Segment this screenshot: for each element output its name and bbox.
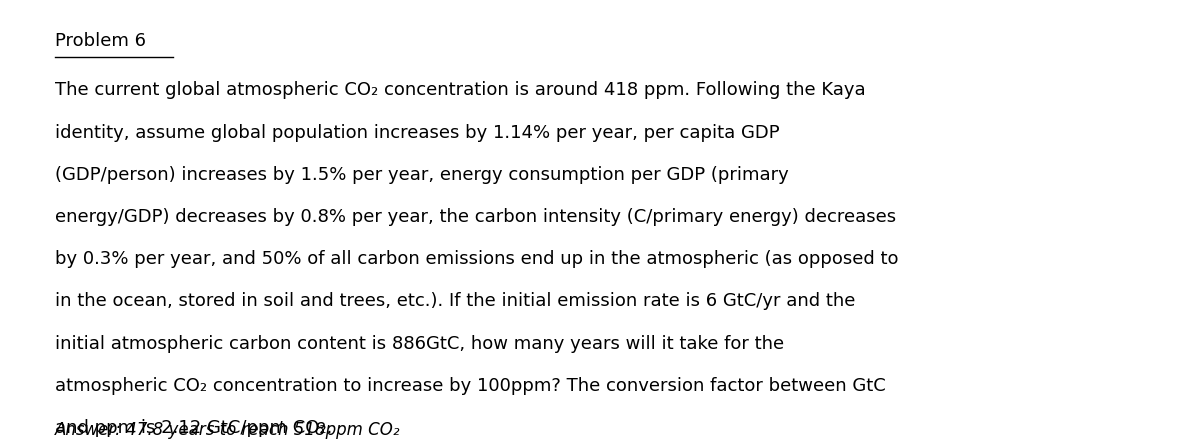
- Text: initial atmospheric carbon content is 886GtC, how many years will it take for th: initial atmospheric carbon content is 88…: [55, 334, 785, 353]
- Text: (GDP/person) increases by 1.5% per year, energy consumption per GDP (primary: (GDP/person) increases by 1.5% per year,…: [55, 166, 790, 184]
- Text: Problem 6: Problem 6: [55, 33, 146, 51]
- Text: The current global atmospheric CO₂ concentration is around 418 ppm. Following th: The current global atmospheric CO₂ conce…: [55, 81, 866, 99]
- Text: in the ocean, stored in soil and trees, etc.). If the initial emission rate is 6: in the ocean, stored in soil and trees, …: [55, 292, 856, 310]
- Text: Answer: 47.8 years to reach 518ppm CO₂: Answer: 47.8 years to reach 518ppm CO₂: [55, 421, 401, 439]
- Text: and ppm is 2.12 GtC/ppm CO₂.: and ppm is 2.12 GtC/ppm CO₂.: [55, 419, 332, 437]
- Text: identity, assume global population increases by 1.14% per year, per capita GDP: identity, assume global population incre…: [55, 123, 780, 142]
- Text: atmospheric CO₂ concentration to increase by 100ppm? The conversion factor betwe: atmospheric CO₂ concentration to increas…: [55, 377, 886, 395]
- Text: energy/GDP) decreases by 0.8% per year, the carbon intensity (C/primary energy) : energy/GDP) decreases by 0.8% per year, …: [55, 208, 896, 226]
- Text: by 0.3% per year, and 50% of all carbon emissions end up in the atmospheric (as : by 0.3% per year, and 50% of all carbon …: [55, 250, 899, 268]
